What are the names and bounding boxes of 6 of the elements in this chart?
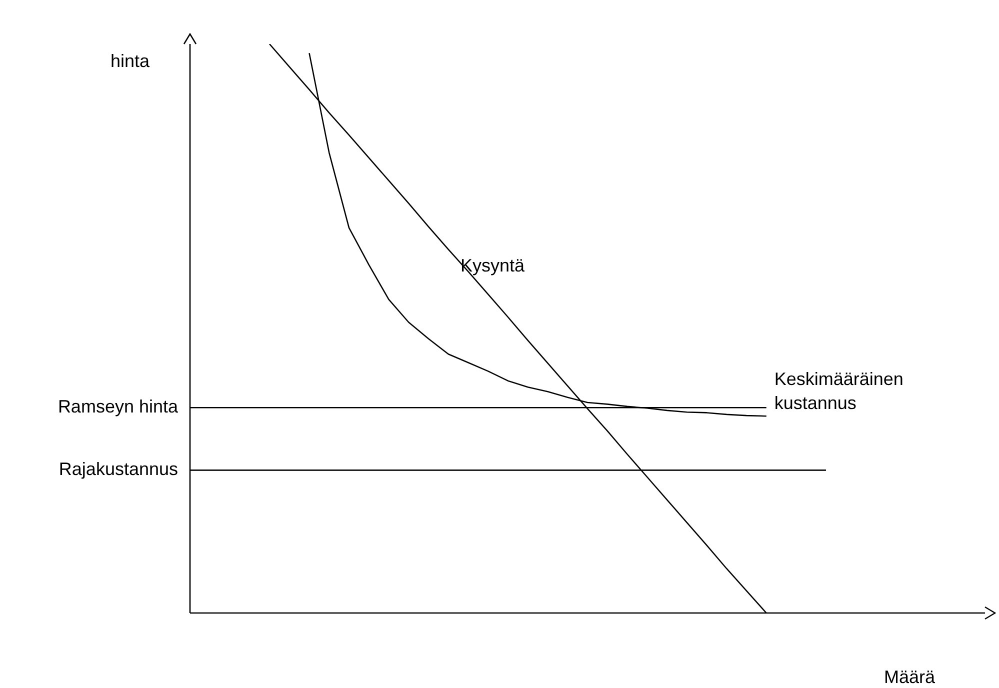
series-label: Rajakustannus <box>58 459 178 480</box>
series-label: Kysyntä <box>460 256 526 276</box>
series-label: Ramseyn hinta <box>58 396 179 417</box>
series-label: Keskimääräinen kustannus <box>774 369 904 414</box>
x-axis-title: Määrä <box>884 666 936 687</box>
y-axis-title: hinta <box>110 50 150 71</box>
